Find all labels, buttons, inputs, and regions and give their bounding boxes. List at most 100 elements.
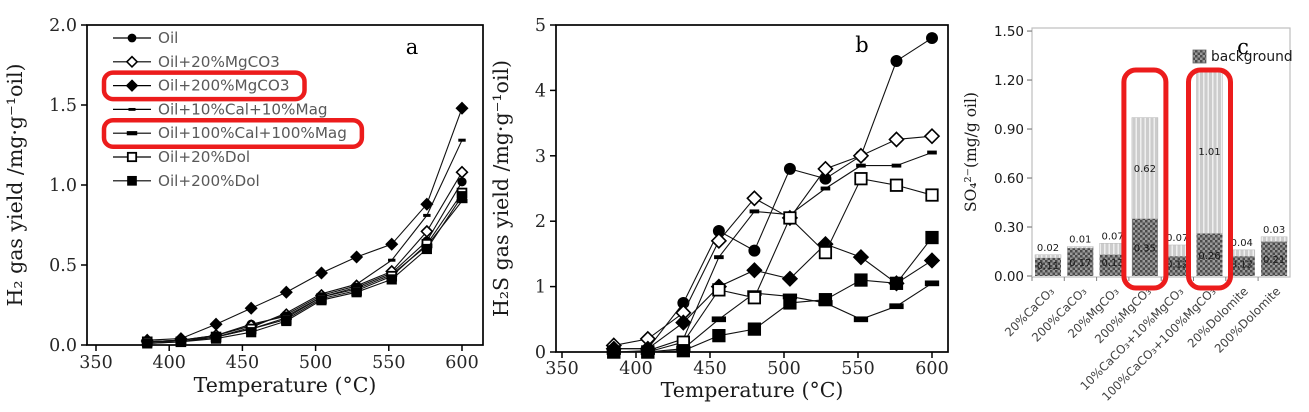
series-line-Oil <box>147 181 463 343</box>
x-tick-label: 450 <box>693 359 726 379</box>
marker-diamond-filled <box>244 301 258 315</box>
bar-value-label: 1.01 <box>1198 147 1220 158</box>
marker-circle-filled <box>457 177 467 187</box>
marker-square-filled <box>246 327 257 338</box>
marker-circle-filled <box>748 244 761 257</box>
series-line-Oil+100%Cal+100%Mag <box>613 282 933 353</box>
y-axis-title: SO₄²⁻(mg/g oil) <box>962 92 980 212</box>
y-tick-label: 1.50 <box>994 24 1024 40</box>
y-tick-label: 0.30 <box>994 220 1024 236</box>
y-tick-label: 0.0 <box>49 336 77 356</box>
bar-background-label: 0.17 <box>1069 258 1091 269</box>
marker-square-open <box>889 178 904 192</box>
y-tick-label: 1.0 <box>49 176 77 196</box>
highlight-box-legend <box>101 70 307 102</box>
bar-value-label: 0.62 <box>1134 164 1156 175</box>
bar-so4-segment <box>1067 246 1094 249</box>
marker-diamond-open <box>746 190 763 207</box>
marker-dash-large <box>711 316 727 323</box>
series-line-Oil+200%MgCO3 <box>613 243 933 350</box>
legend-item-background: background <box>1192 49 1293 65</box>
marker-dash-large <box>853 316 869 323</box>
marker-diamond-filled <box>420 197 434 211</box>
marker-square-filled <box>712 329 726 343</box>
marker-square-filled <box>818 293 833 307</box>
bar-background-label: 0.13 <box>1101 258 1123 269</box>
marker-dash-small <box>749 209 760 214</box>
x-tick-label: 400 <box>619 359 652 379</box>
marker-diamond-filled <box>209 317 223 331</box>
legend-label: Oil+200%MgCO3 <box>158 77 290 95</box>
marker-square-filled <box>889 276 904 290</box>
bar-background-segment <box>1164 256 1191 276</box>
marker-square-open <box>126 151 138 163</box>
legend-item-Oil+10%Cal+10%Mag: Oil+10%Cal+10%Mag <box>113 100 328 118</box>
marker-square-open <box>854 172 868 186</box>
x-tick-label: 550 <box>841 359 874 379</box>
x-tick-label: 350 <box>79 353 112 373</box>
series-line-Oil+20%MgCO3 <box>147 171 463 343</box>
legend-item-Oil: Oil <box>113 29 178 47</box>
marker-square-filled <box>351 287 362 298</box>
legend-item-Oil+200%MgCO3: Oil+200%MgCO3 <box>113 77 290 95</box>
panel-label-c: c <box>1237 35 1249 59</box>
panel-label-a: a <box>406 35 419 59</box>
marker-dash-small <box>423 213 431 217</box>
series-line-Oil+200%Dol <box>147 195 463 344</box>
y-tick-label: 0 <box>535 343 546 363</box>
x-axis-title: Temperature (°C) <box>194 373 377 397</box>
marker-diamond-filled <box>675 314 692 331</box>
y-tick-label: 3 <box>535 147 546 167</box>
x-axis-title: Temperature (°C) <box>661 378 844 402</box>
marker-square-filled <box>210 333 222 344</box>
bar-background-label: 0.21 <box>1263 255 1285 266</box>
marker-square-filled <box>456 191 468 202</box>
marker-diamond-open <box>852 147 870 164</box>
chart-a: 0.0 0.5 1.0 1.5 2.0 350 400 450 500 550 600 Tempera… <box>3 16 484 397</box>
bar-background-segment <box>1035 258 1061 276</box>
marker-square-filled <box>175 336 187 347</box>
series-line-Oil+20%Dol <box>613 178 933 353</box>
marker-square-filled <box>142 338 153 349</box>
marker-square-open <box>818 245 833 260</box>
legend-swatch-background <box>1192 49 1207 64</box>
chart-b: 0 1 2 3 4 5 350 400 450 500 550 600 Temperature (°C)… <box>490 16 949 402</box>
marker-circle-filled <box>127 33 137 43</box>
marker-circle-filled <box>926 32 938 45</box>
marker-dash-small <box>128 107 136 111</box>
marker-square-filled <box>386 274 397 285</box>
legend-label: Oil <box>158 29 178 47</box>
bar-value-label: 0.07 <box>1101 231 1123 242</box>
marker-diamond-filled <box>455 101 469 115</box>
marker-diamond-filled <box>350 250 364 264</box>
marker-dash-large <box>889 303 904 310</box>
x-tick-label: 550 <box>372 353 405 373</box>
marker-diamond-filled <box>781 270 799 287</box>
bar-so4-segment <box>1034 254 1062 259</box>
y-tick-label: 0.60 <box>994 171 1024 187</box>
y-tick-label: 1.20 <box>994 73 1024 89</box>
legend-item-Oil+200%Dol: Oil+200%Dol <box>113 172 260 190</box>
marker-dash-small <box>856 163 866 168</box>
marker-square-filled <box>421 243 432 255</box>
series-line-Oil+20%MgCO3 <box>613 135 933 347</box>
bar-background-label: 0.11 <box>1037 261 1059 272</box>
x-tick-label: 500 <box>299 353 332 373</box>
legend-item-Oil+20%Dol: Oil+20%Dol <box>113 148 250 166</box>
bar-background-segment <box>1228 256 1255 276</box>
y-axis-title: H₂ gas yield /mg·g⁻¹oil) <box>3 63 27 306</box>
bar-background-segment <box>1099 254 1126 276</box>
marker-diamond-filled <box>385 237 399 251</box>
y-tick-label: 4 <box>535 81 546 101</box>
highlight-box-bar <box>1186 67 1233 291</box>
marker-square-filled <box>127 175 137 186</box>
marker-dash-small <box>388 258 396 262</box>
series-line-Oil+200%MgCO3 <box>147 108 463 341</box>
marker-diamond-open <box>817 160 834 178</box>
series-line-Oil+20%Dol <box>147 192 463 343</box>
marker-circle-filled <box>712 225 725 237</box>
chart-c: 0.00 0.30 0.60 0.90 1.20 1.50 SO₄²⁻(mg/g oil) 0… <box>962 24 1293 404</box>
bar-background-segment <box>1067 248 1094 276</box>
y-tick-label: 0.5 <box>49 256 77 276</box>
